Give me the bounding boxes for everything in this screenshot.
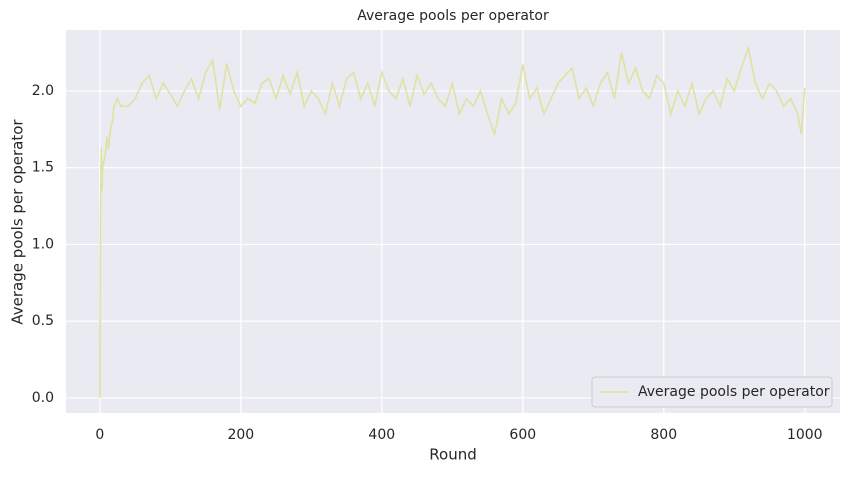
y-tick-label: 0.0 xyxy=(32,390,54,406)
x-tick-label: 800 xyxy=(650,427,677,443)
x-tick-label: 0 xyxy=(95,427,104,443)
x-tick-label: 200 xyxy=(227,427,254,443)
y-axis-label: Average pools per operator xyxy=(9,119,27,325)
x-axis-label: Round xyxy=(429,446,476,464)
x-tick-label: 1000 xyxy=(787,427,823,443)
y-tick-label: 1.5 xyxy=(32,160,54,176)
line xyxy=(99,44,806,398)
y-tick-label: 1.0 xyxy=(32,236,54,252)
y-tick-label: 2.0 xyxy=(32,83,54,99)
y-tick-label: 0.5 xyxy=(32,313,54,329)
chart-title: Average pools per operator xyxy=(357,8,549,24)
legend-label: Average pools per operator xyxy=(638,384,830,400)
legend-box xyxy=(591,376,833,408)
x-tick-label: 400 xyxy=(368,427,395,443)
x-tick-label: 600 xyxy=(509,427,536,443)
